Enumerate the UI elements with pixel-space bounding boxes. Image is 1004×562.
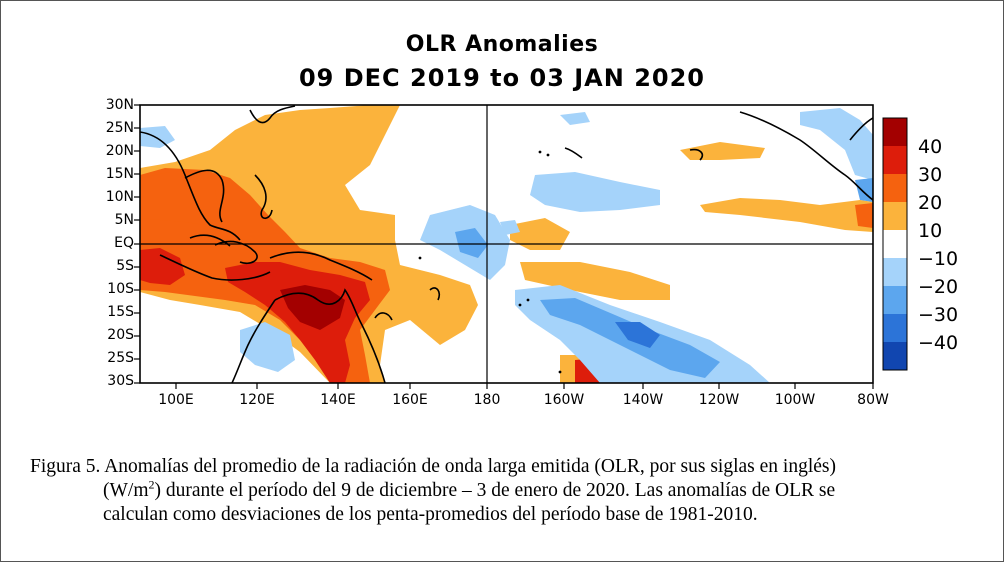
lon-label-80w: 80W xyxy=(857,392,889,408)
lat-label-30s: 30S xyxy=(107,373,134,389)
anomaly-area-pos10-ep xyxy=(520,262,670,300)
lon-label-140w: 140W xyxy=(622,392,664,408)
colorbar-label-40: 40 xyxy=(918,136,943,158)
anomaly-area-neg10-ne xyxy=(800,108,873,180)
lon-label-160w: 160W xyxy=(543,392,585,408)
lat-label-5s: 5S xyxy=(116,258,134,274)
lat-ticks xyxy=(134,104,140,384)
coastlines xyxy=(140,105,441,383)
lon-label-120e: 120E xyxy=(239,392,275,408)
anomaly-area-neg20-cp xyxy=(455,228,488,258)
lat-label-25s: 25S xyxy=(107,350,134,366)
lon-label-160e: 160E xyxy=(392,392,428,408)
lon-label-120w: 120W xyxy=(698,392,740,408)
lat-label-15s: 15S xyxy=(107,304,134,320)
anomaly-area-pos30-core xyxy=(225,262,370,383)
lon-label-100w: 100W xyxy=(774,392,816,408)
anomaly-area-neg10-nw xyxy=(140,126,175,148)
caption-line-2-rest: ) durante el período del 9 de diciembre … xyxy=(154,480,836,501)
anomaly-area-pos40-core xyxy=(280,285,345,330)
anomaly-area-pos20-ne xyxy=(855,203,873,228)
colorbar-label-neg30: −30 xyxy=(918,304,959,326)
anomaly-area-pos10-cep xyxy=(510,218,570,250)
caption-line-3: calculan como desviaciones de los penta-… xyxy=(103,504,758,525)
lon-ticks xyxy=(175,383,874,389)
coastlines-americas xyxy=(564,111,873,201)
lon-label-140e: 140E xyxy=(320,392,356,408)
anomaly-area-pos30-west xyxy=(140,248,185,285)
colorbar-label-10: 10 xyxy=(918,220,943,242)
anomaly-area-neg30-spcz xyxy=(615,322,660,348)
lat-label-30n: 30N xyxy=(105,97,134,113)
colorbar-label-neg10: −10 xyxy=(918,248,959,270)
lat-label-15n: 15N xyxy=(105,166,134,182)
caption-unit-superscript: 2 xyxy=(148,477,155,492)
anomaly-area-neg10-np xyxy=(530,172,660,212)
lat-label-5n: 5N xyxy=(114,212,134,228)
lon-label-100e: 100E xyxy=(158,392,194,408)
lat-label-20n: 20N xyxy=(105,143,134,159)
colorbar-label-20: 20 xyxy=(918,192,943,214)
lat-label-25n: 25N xyxy=(105,120,134,136)
colorbar-label-30: 30 xyxy=(918,164,943,186)
colorbar-label-neg20: −20 xyxy=(918,276,959,298)
island-dots xyxy=(418,150,562,374)
caption-line-1: Figura 5. Anomalías del promedio de la r… xyxy=(30,456,836,477)
figure-caption: Figura 5. Anomalías del promedio de la r… xyxy=(30,455,980,527)
lat-label-20s: 20S xyxy=(107,327,134,343)
lon-label-180: 180 xyxy=(473,392,501,408)
colorbar-label-neg40: −40 xyxy=(918,332,959,354)
map-subtitle: 09 DEC 2019 to 03 JAN 2020 xyxy=(298,64,705,92)
caption-line-2: (W/m2) durante el período del 9 de dicie… xyxy=(30,479,980,503)
anomaly-area-pos10-ne xyxy=(680,142,765,160)
lat-label-10s: 10S xyxy=(107,281,134,297)
colorbar xyxy=(882,117,908,371)
lat-label-10n: 10N xyxy=(105,189,134,205)
map-title: OLR Anomalies xyxy=(405,32,599,57)
anomaly-area-neg10-np2 xyxy=(560,112,590,125)
anomaly-area-neg10-neq xyxy=(500,220,520,235)
lat-label-eq: EQ xyxy=(114,235,134,251)
caption-unit-pre: (W/m xyxy=(103,480,149,501)
anomaly-area-pos10-nne xyxy=(700,198,873,232)
